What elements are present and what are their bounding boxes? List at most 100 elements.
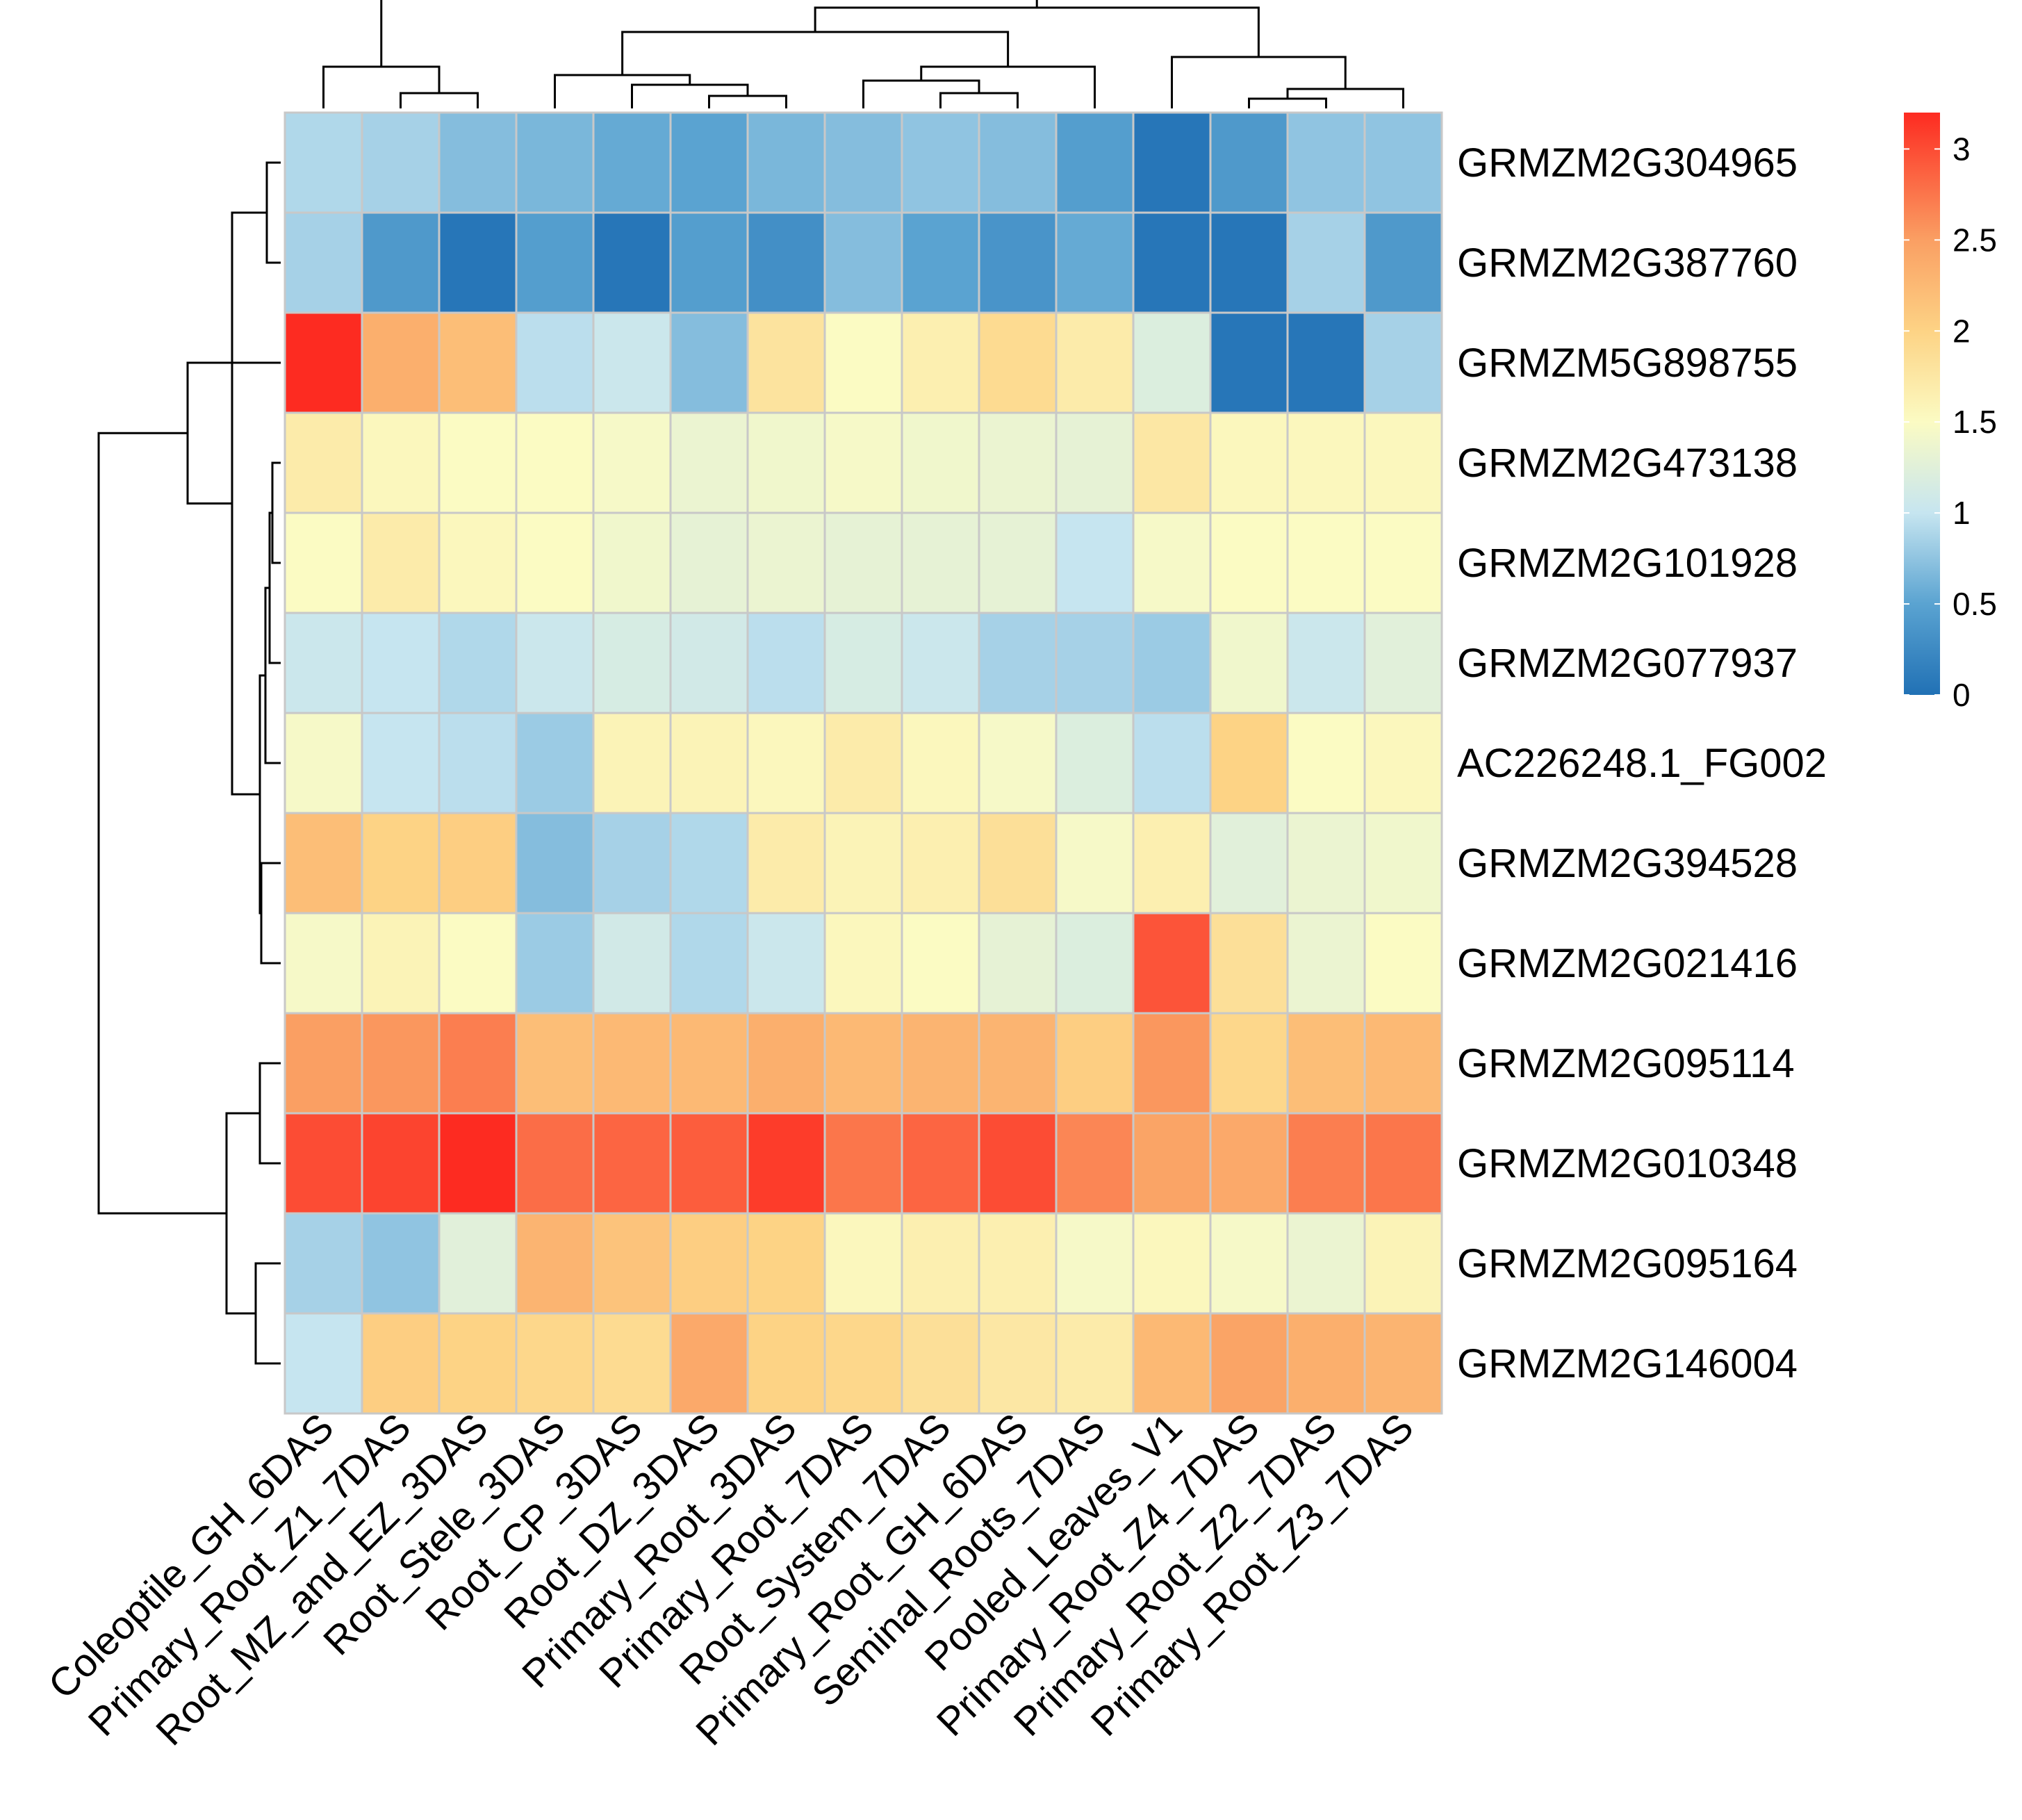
row-label: GRMZM2G473138	[1457, 441, 1798, 486]
dendrogram-branch	[920, 65, 1096, 108]
heatmap-cell	[978, 1012, 1058, 1115]
heatmap-cell	[1055, 311, 1135, 414]
heatmap-cell	[283, 1312, 363, 1415]
dendrogram-branch	[264, 587, 281, 764]
heatmap-cell	[823, 812, 903, 915]
heatmap-cell	[1209, 612, 1289, 714]
heatmap-cell	[823, 111, 903, 214]
heatmap-cell	[669, 712, 749, 814]
row-label: GRMZM2G010348	[1457, 1141, 1798, 1186]
heatmap-cell	[515, 1012, 595, 1115]
heatmap-cell	[978, 812, 1058, 915]
heatmap-cell	[823, 1112, 903, 1215]
heatmap-cell	[823, 411, 903, 514]
heatmap-cell	[283, 311, 363, 414]
heatmap-cell	[669, 211, 749, 314]
heatmap-cell	[1209, 111, 1289, 214]
row-label: GRMZM2G101928	[1457, 541, 1798, 586]
heatmap-cell	[283, 912, 363, 1015]
heatmap-cell	[1363, 1112, 1443, 1215]
heatmap-cell	[823, 1312, 903, 1415]
heatmap-cell	[515, 612, 595, 714]
row-label: GRMZM2G095114	[1457, 1041, 1795, 1086]
heatmap-cell	[1286, 812, 1366, 915]
heatmap-cell	[746, 912, 826, 1015]
heatmap-cell	[746, 511, 826, 614]
heatmap-cell	[823, 211, 903, 314]
heatmap-cell	[361, 1012, 441, 1115]
heatmap-cell	[361, 1212, 441, 1315]
heatmap-cell	[515, 1212, 595, 1315]
heatmap-cell	[746, 712, 826, 814]
heatmap-cell	[438, 311, 518, 414]
heatmap-cell	[1132, 111, 1212, 214]
heatmap-cell	[1132, 812, 1212, 915]
heatmap-cell	[901, 912, 980, 1015]
heatmap-cell	[1286, 1112, 1366, 1215]
heatmap-cell	[283, 211, 363, 314]
heatmap-cell	[438, 511, 518, 614]
heatmap-cell	[669, 1012, 749, 1115]
dendrogram-branch	[265, 161, 281, 264]
heatmap-cell	[746, 1212, 826, 1315]
heatmap-cell	[515, 1312, 595, 1415]
heatmap-cell	[438, 812, 518, 915]
heatmap-cell	[1209, 912, 1289, 1015]
dendrogram-branch	[1171, 56, 1347, 108]
heatmap-cell	[592, 712, 672, 814]
heatmap-cell	[1055, 1312, 1135, 1415]
heatmap-cell	[823, 912, 903, 1015]
heatmap-cell	[1055, 111, 1135, 214]
heatmap-cell	[901, 1312, 980, 1415]
heatmap-cell	[361, 912, 441, 1015]
heatmap-cell	[823, 612, 903, 714]
heatmap-cell	[438, 211, 518, 314]
heatmap-cell	[1209, 712, 1289, 814]
heatmap-cell	[1132, 612, 1212, 714]
heatmap-cell	[901, 1012, 980, 1115]
dendrogram-branch	[258, 1062, 281, 1165]
heatmap-cell	[592, 1312, 672, 1415]
heatmap-cell	[592, 1212, 672, 1315]
dendrogram-branch	[1248, 97, 1327, 108]
heatmap-cell	[515, 912, 595, 1015]
heatmap-cell	[1209, 311, 1289, 414]
heatmap-cell	[746, 1112, 826, 1215]
color-scale-tick-label: 3	[1953, 131, 1971, 167]
dendrogram-branch	[862, 79, 980, 108]
heatmap-cell	[1363, 1012, 1443, 1115]
heatmap-cell	[283, 111, 363, 214]
heatmap-cell	[592, 1012, 672, 1115]
heatmap-cell	[1132, 211, 1212, 314]
dendrogram-branch	[708, 95, 787, 108]
heatmap-cell	[669, 1212, 749, 1315]
heatmap-cell	[515, 1112, 595, 1215]
column-labels: Coleoptile_GH_6DASPrimary_Root_Z1_7DASRo…	[40, 1405, 1422, 1754]
heatmap-cell	[1055, 712, 1135, 814]
heatmap-cell	[283, 712, 363, 814]
heatmap-cell	[515, 511, 595, 614]
heatmap-cell	[361, 812, 441, 915]
heatmap-cell	[901, 311, 980, 414]
row-label: GRMZM2G394528	[1457, 841, 1798, 886]
heatmap-cell	[1286, 311, 1366, 414]
heatmap-cell	[669, 1312, 749, 1415]
heatmap-cell	[1132, 1212, 1212, 1315]
heatmap-cell	[1363, 411, 1443, 514]
heatmap-cell	[438, 912, 518, 1015]
heatmap-cell	[1286, 1012, 1366, 1115]
dendrogram-branch	[268, 511, 281, 664]
column-label: Primary_Root_Z1_7DAS	[80, 1405, 420, 1745]
heatmap-cell	[1209, 1012, 1289, 1115]
heatmap-cell	[1286, 411, 1366, 514]
row-label: GRMZM2G304965	[1457, 140, 1798, 186]
heatmap-cell	[669, 912, 749, 1015]
heatmap-cell	[901, 411, 980, 514]
dendrogram-branch	[231, 211, 267, 796]
heatmap-cell	[746, 311, 826, 414]
heatmap-cell	[1209, 1212, 1289, 1315]
heatmap-cell	[978, 411, 1058, 514]
heatmap-cell	[361, 1112, 441, 1215]
heatmap-cell	[1055, 812, 1135, 915]
heatmap-cell	[1132, 511, 1212, 614]
